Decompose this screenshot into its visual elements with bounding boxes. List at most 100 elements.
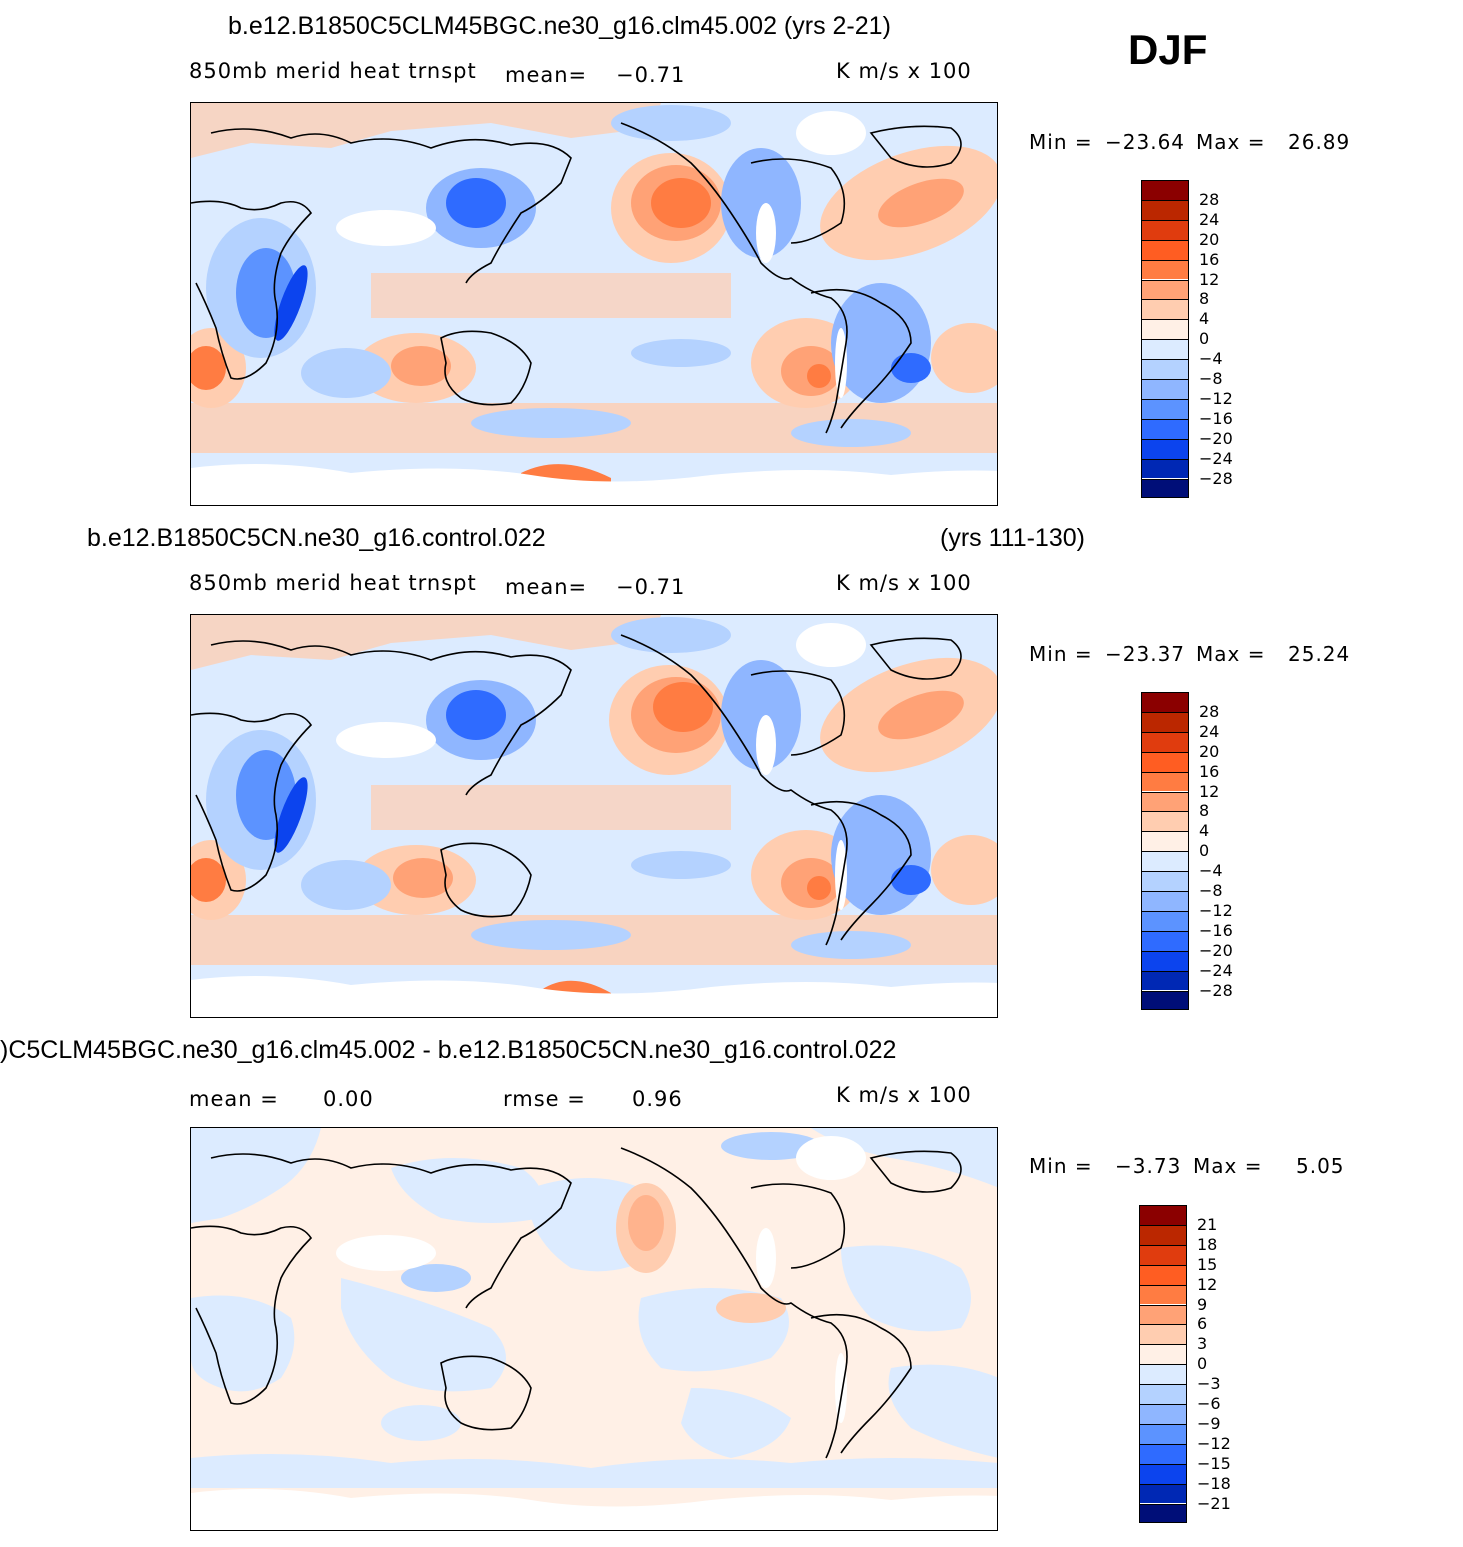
panel3-positive-anomalies [616, 1183, 786, 1323]
colorbar-swatch [1141, 771, 1189, 792]
panel3-masked-high-terrain [336, 1136, 866, 1423]
panel2-mean-label: mean= [505, 575, 588, 599]
colorbar-tick-label: −16 [1199, 920, 1233, 940]
colorbar-tick-label: −4 [1199, 861, 1223, 881]
colorbar-swatch [1139, 1205, 1187, 1225]
panel3-units: K m/s x 100 [836, 1083, 972, 1107]
panel2-colorbar: 28 24 20 16 12 8 4 0 −4 −8 −12 −16 −20 −24 −28 [1141, 692, 1261, 1012]
colorbar-swatch [1141, 239, 1189, 260]
colorbar-tick-label: −20 [1199, 940, 1233, 960]
colorbar-swatch [1139, 1483, 1187, 1504]
colorbar-tick-label: 24 [1199, 721, 1220, 741]
colorbar-swatch [1141, 199, 1189, 220]
colorbar-tick-label: 20 [1199, 741, 1220, 761]
colorbar-tick-label: −24 [1199, 960, 1233, 980]
panel2-title: b.e12.B1850C5CN.ne30_g16.control.022 [87, 524, 546, 552]
colorbar-tick-label: −28 [1199, 980, 1233, 1000]
panel1-coastlines [191, 122, 962, 434]
colorbar-tick-label: 16 [1199, 761, 1220, 781]
colorbar-tick-label: 9 [1197, 1294, 1208, 1314]
colorbar-swatch [1141, 219, 1189, 240]
colorbar-tick-label: 0 [1199, 841, 1210, 861]
colorbar-swatch [1141, 438, 1189, 459]
colorbar-tick-label: −8 [1199, 881, 1223, 900]
colorbar-swatch [1139, 1443, 1187, 1464]
colorbar-tick-label: −18 [1197, 1473, 1231, 1493]
panel3-max-label: Max = [1193, 1154, 1263, 1178]
panel2-max-label: Max = [1196, 642, 1266, 666]
panel2-variable: 850mb merid heat trnspt [189, 571, 477, 595]
colorbar-swatch [1139, 1364, 1187, 1385]
colorbar-swatch [1141, 831, 1189, 852]
colorbar-swatch [1141, 692, 1189, 712]
colorbar-tick-label: 4 [1199, 821, 1210, 841]
panel3-title: )C5CLM45BGC.ne30_g16.clm45.002 - b.e12.B… [0, 1036, 897, 1064]
panel3-rmse-label: rmse = [503, 1087, 586, 1111]
colorbar-tick-label: −24 [1199, 448, 1233, 468]
panel1-mean-value: −0.71 [616, 63, 686, 87]
colorbar-swatch [1141, 731, 1189, 752]
colorbar-tick-label: 4 [1199, 309, 1210, 329]
panel2-coastlines [191, 634, 962, 946]
colorbar-swatch [1141, 990, 1189, 1011]
colorbar-swatch [1141, 379, 1189, 399]
colorbar-swatch [1141, 279, 1189, 300]
colorbar-swatch [1141, 891, 1189, 911]
colorbar-swatch [1141, 711, 1189, 732]
colorbar-swatch [1139, 1304, 1187, 1325]
colorbar-swatch [1141, 930, 1189, 951]
panel3-mean-label: mean = [189, 1087, 279, 1111]
panel3-negative-anomalies [191, 1128, 997, 1488]
colorbar-swatch [1141, 418, 1189, 439]
colorbar-tick-label: 28 [1199, 701, 1220, 721]
colorbar-tick-label: 16 [1199, 249, 1220, 269]
colorbar-tick-label: −21 [1197, 1493, 1231, 1513]
colorbar-swatch [1141, 299, 1189, 320]
colorbar-swatch [1139, 1423, 1187, 1444]
panel3-rmse-value: 0.96 [632, 1087, 683, 1111]
colorbar-swatch [1141, 339, 1189, 360]
panel3-colorbar: 21 18 15 12 9 6 3 0 −3 −6 −9 −12 −15 −18 −21 [1139, 1205, 1259, 1525]
colorbar-swatch [1139, 1264, 1187, 1285]
panel2-antarctica [191, 976, 997, 1017]
panel3-min-label: Min = [1029, 1154, 1093, 1178]
colorbar-swatch [1141, 359, 1189, 379]
panel3-min-value: −3.73 [1115, 1154, 1182, 1178]
colorbar-swatch [1139, 1404, 1187, 1424]
colorbar-tick-label: 3 [1197, 1334, 1208, 1354]
colorbar-swatch [1139, 1344, 1187, 1365]
colorbar-tick-label: −12 [1199, 388, 1233, 408]
panel3-max-value: 5.05 [1296, 1154, 1345, 1178]
colorbar-tick-label: 24 [1199, 209, 1220, 229]
colorbar-tick-label: 12 [1197, 1274, 1218, 1294]
colorbar-tick-label: −20 [1199, 428, 1233, 448]
panel1-colorbar: 28 24 20 16 12 8 4 0 −4 −8 −12 −16 −20 −24 −28 [1141, 180, 1261, 500]
panel3-mean-value: 0.00 [323, 1087, 374, 1111]
panel2-map [190, 614, 998, 1018]
colorbar-tick-label: −16 [1199, 408, 1233, 428]
colorbar-swatch [1141, 478, 1189, 499]
colorbar-swatch [1139, 1224, 1187, 1245]
panel2-masked-high-terrain [336, 623, 866, 910]
colorbar-swatch [1139, 1503, 1187, 1524]
colorbar-swatch [1141, 811, 1189, 832]
panel1-max-label: Max = [1196, 130, 1266, 154]
colorbar-tick-label: 15 [1197, 1254, 1218, 1274]
colorbar-tick-label: 12 [1199, 781, 1220, 801]
colorbar-swatch [1141, 871, 1189, 891]
colorbar-swatch [1141, 970, 1189, 991]
panel1-masked-high-terrain [336, 111, 866, 398]
colorbar-tick-label: 0 [1197, 1354, 1208, 1374]
panel3-antarctica [191, 1489, 997, 1530]
colorbar-tick-label: 6 [1197, 1314, 1208, 1334]
panel1-min-value: −23.64 [1105, 130, 1186, 154]
panel2-units: K m/s x 100 [836, 571, 972, 595]
colorbar-tick-label: 8 [1199, 289, 1210, 309]
season-label: DJF [1128, 26, 1208, 73]
colorbar-tick-label: 18 [1197, 1234, 1218, 1254]
colorbar-swatch [1141, 791, 1189, 812]
colorbar-tick-label: −28 [1199, 468, 1233, 488]
colorbar-swatch [1139, 1463, 1187, 1484]
colorbar-swatch [1141, 398, 1189, 419]
panel2-title-right: (yrs 111-130) [940, 524, 1085, 552]
